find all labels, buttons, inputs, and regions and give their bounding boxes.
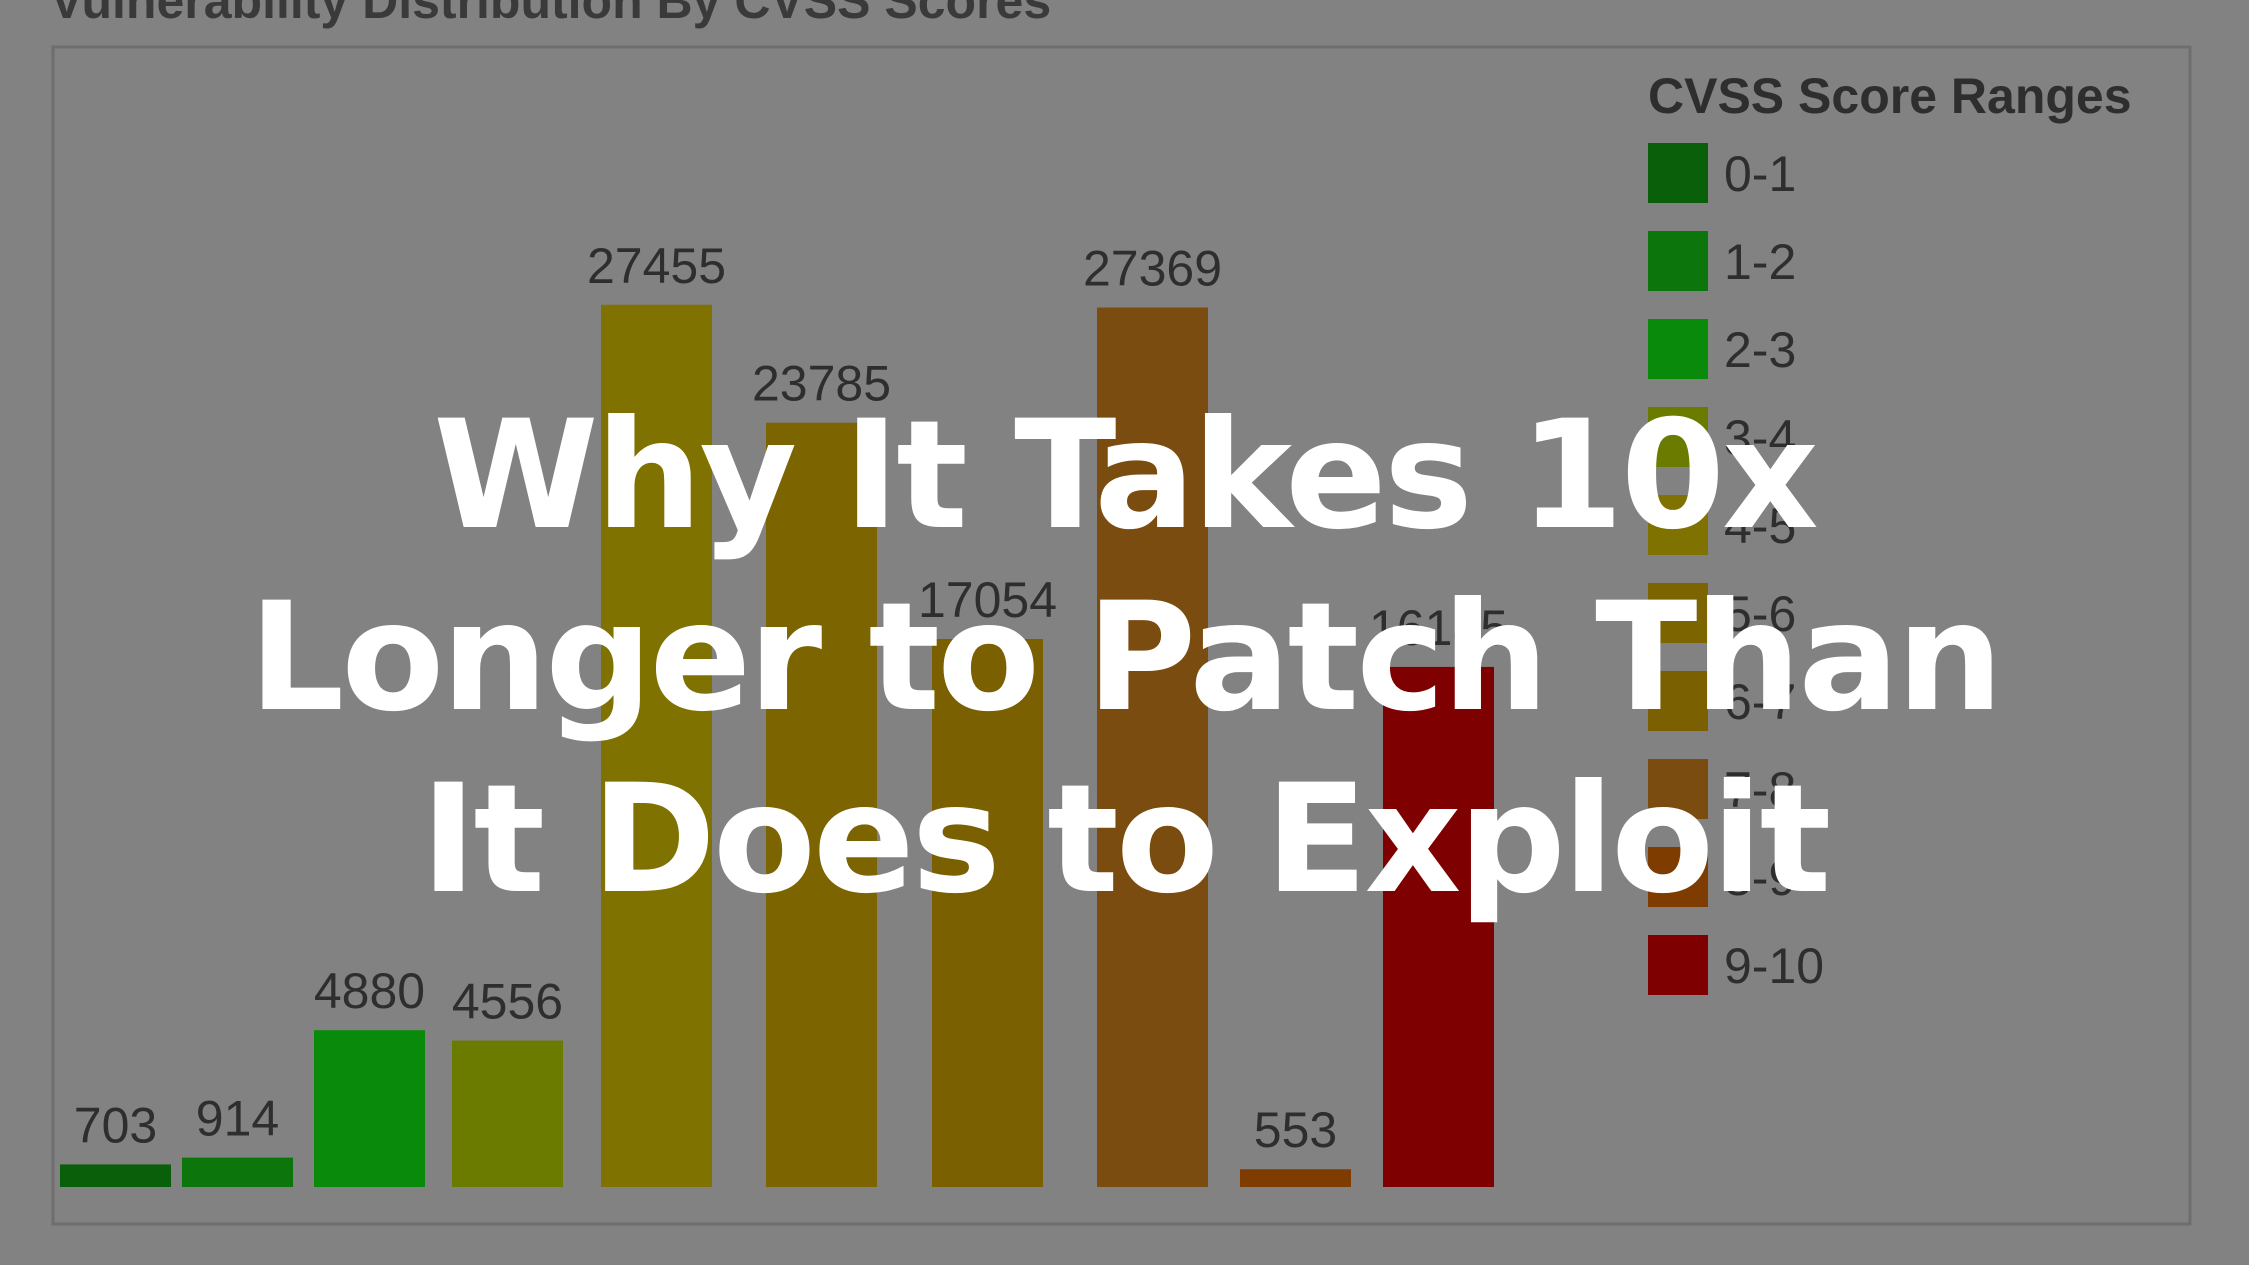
chart-title: Vulnerability Distribution By CVSS Score…: [50, 0, 1051, 29]
legend-swatch-3-4: [1648, 407, 1708, 467]
data-label-5-6: 23785: [752, 356, 891, 412]
data-label-9-10: 16185: [1369, 600, 1508, 656]
legend-label-6-7: 6-7: [1724, 674, 1796, 730]
data-labels-group: 703 914 4880 4556 27455 23785 17054 27369 553 161…: [74, 238, 1508, 1158]
bar-7-8: [1097, 307, 1208, 1187]
headline-line-3: It Does to Exploit: [420, 753, 1832, 927]
data-label-6-7: 17054: [918, 572, 1057, 628]
legend-swatch-5-6: [1648, 583, 1708, 643]
legend-swatch-2-3: [1648, 319, 1708, 379]
bars-group: [60, 304, 1494, 1188]
headline: Why It Takes 10x Longer to Patch Than It…: [0, 385, 2249, 931]
headline-line-1: Why It Takes 10x: [433, 389, 1819, 563]
legend-swatch-4-5: [1648, 495, 1708, 555]
bar-5-6: [766, 422, 877, 1187]
bar-2-3: [314, 1030, 425, 1187]
bar-3-4: [452, 1040, 563, 1187]
legend-label-7-8: 7-8: [1724, 762, 1796, 818]
legend-label-5-6: 5-6: [1724, 586, 1796, 642]
data-label-4-5: 27455: [587, 238, 726, 294]
legend-label-8-9: 8-9: [1724, 850, 1796, 906]
bar-9-10: [1383, 666, 1494, 1187]
data-label-1-2: 914: [196, 1091, 279, 1147]
legend-label-1-2: 1-2: [1724, 234, 1796, 290]
bar-0-1: [60, 1164, 171, 1187]
bar-4-5: [601, 304, 712, 1188]
legend-label-4-5: 4-5: [1724, 498, 1796, 554]
bar-6-7: [932, 638, 1043, 1187]
data-label-2-3: 4880: [314, 963, 425, 1019]
legend-swatch-9-10: [1648, 935, 1708, 995]
legend-swatch-7-8: [1648, 759, 1708, 819]
data-label-7-8: 27369: [1083, 241, 1222, 297]
data-label-8-9: 553: [1254, 1102, 1337, 1158]
legend-label-9-10: 9-10: [1724, 938, 1824, 994]
bar-1-2: [182, 1157, 293, 1187]
bar-8-9: [1240, 1169, 1351, 1187]
legend-swatch-8-9: [1648, 847, 1708, 907]
legend-label-0-1: 0-1: [1724, 146, 1796, 202]
chart-frame: [51, 45, 2192, 1226]
legend-swatch-0-1: [1648, 143, 1708, 203]
legend-title: CVSS Score Ranges: [1648, 68, 2132, 124]
legend: CVSS Score Ranges 0-1 1-2 2-3 3-4 4-5 5-6 6-7 7…: [1648, 68, 2132, 995]
legend-label-2-3: 2-3: [1724, 322, 1796, 378]
legend-label-3-4: 3-4: [1724, 410, 1796, 466]
data-label-3-4: 4556: [452, 974, 563, 1030]
headline-line-2: Longer to Patch Than: [248, 571, 2004, 745]
legend-swatch-6-7: [1648, 671, 1708, 731]
data-label-0-1: 703: [74, 1097, 157, 1153]
legend-swatch-1-2: [1648, 231, 1708, 291]
